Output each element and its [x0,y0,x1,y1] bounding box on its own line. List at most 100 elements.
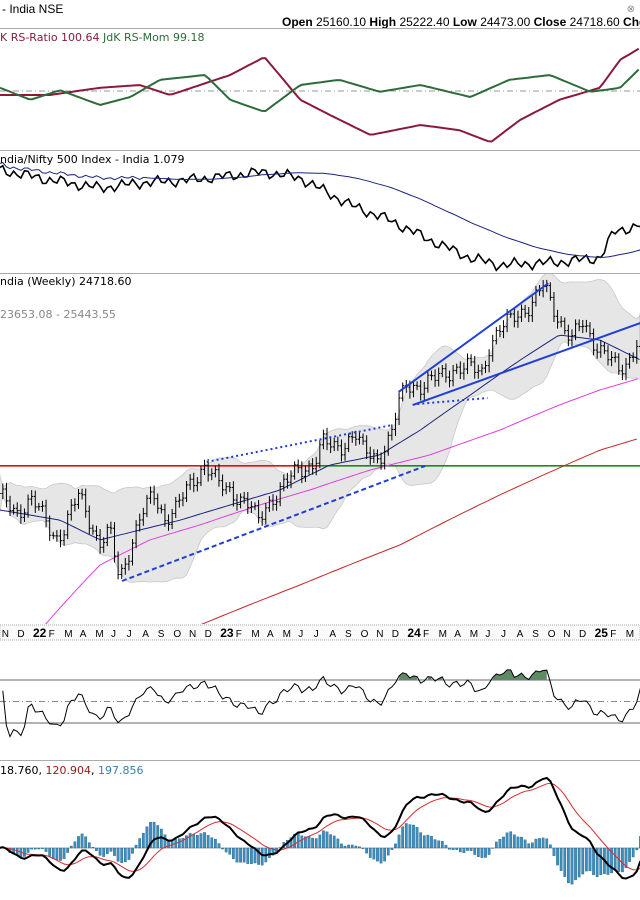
ohlc-bar [285,472,289,489]
macd-histogram-bar [354,845,358,849]
ohlc-bar [253,502,257,511]
ohlc-bar [584,319,588,333]
ohlc-bar [138,513,142,532]
ohlc-bar [55,530,59,542]
rsi-panel [0,669,640,738]
ohlc-bar [203,459,207,476]
ohlc-bar [127,554,131,571]
relative-ratio-line [0,164,640,272]
macd-histogram-bar [567,847,570,884]
macd-histogram-bar [131,847,134,854]
macd-histogram-bar [592,847,595,876]
ohlc-bar [311,458,315,475]
ohlc-bar [123,557,127,575]
ohlc-bar [51,531,55,540]
macd-histogram-bar [192,834,196,849]
x-axis-tick-label: M [64,629,72,640]
ohlc-bar [249,501,253,513]
open-label: Open [282,15,313,29]
macd-histogram-bar [224,847,228,853]
ohlc-bar [390,424,394,441]
relative-ma-line [0,161,640,259]
macd-histogram-bar [228,847,232,855]
macd-histogram-bar [444,844,448,849]
ohlc-bar [134,520,138,549]
ohlc-bar [498,324,502,338]
x-axis-tick-label: D [17,629,24,640]
macd-histogram-bar [343,845,347,849]
macd-histogram-bar [624,847,628,868]
ohlc-bar [354,430,358,446]
circle-x-icon[interactable]: ⊗ [627,4,635,15]
macd-histogram-bar [73,841,77,849]
rs-mom-value: 99.18 [173,31,205,44]
macd-histogram-bar [235,847,239,863]
macd-histogram-bar [480,847,484,858]
macd-histogram-bar [419,832,423,849]
ohlc-bar [163,503,167,527]
x-axis-tick-label: J [127,629,132,640]
ohlc-bar [91,524,95,535]
macd-histogram-bar [91,846,95,849]
x-axis-tick-label: N [2,629,9,640]
ohlc-bar [33,490,37,513]
macd-histogram-bar [487,847,491,855]
ohlc-bar [192,472,196,493]
macd-histogram-bar [437,840,441,849]
ohlc-bar [613,352,617,363]
macd-histogram-bar [415,827,419,849]
ohlc-bar [206,458,210,482]
macd-histogram-bar [185,835,188,849]
macd-histogram-bar [206,835,210,849]
ohlc-bar [48,515,52,541]
macd-histogram-bar [149,822,152,849]
x-axis-tick-label: O [173,629,181,640]
ohlc-bar [372,449,376,463]
ohlc-bar [617,353,621,375]
macd-histogram-bar [210,837,214,849]
ohlc-bar [22,508,26,522]
ohlc-bar [174,496,178,519]
macd-histogram-bar [98,847,102,856]
ohlc-bar [300,461,304,484]
macd-histogram-bar [336,838,340,849]
ohlc-bar [80,488,84,500]
price-legend: ndia (Weekly) 24718.60 [0,275,132,288]
x-axis-tick-label: M [470,629,478,640]
ohlc-bar [4,482,8,508]
macd-histogram-bar [304,836,307,849]
macd-histogram-bar [329,834,332,849]
macd-histogram-bar [462,847,466,853]
ohlc-bar [502,320,506,339]
open-value: 25160.10 [316,15,366,29]
macd-histogram-bar [574,847,577,881]
x-axis-tick-label: 24 [407,626,421,640]
macd-histogram-bar [469,847,473,851]
ohlc-bar [552,291,556,322]
trendline-wedge-upper [398,282,549,393]
ohlc-bar [321,429,325,450]
macd-histogram-bar [138,838,142,849]
ohlc-bar [379,452,383,470]
macd-histogram-bar [350,844,354,849]
ohlc-bar [455,363,459,374]
relative-legend: ndia/Nifty 500 Index - India 1.079 [0,153,184,166]
x-axis-tick-label: 22 [33,626,47,640]
macd-histogram-bar [257,847,260,865]
macd-histogram-bar [347,844,350,849]
macd-histogram-bar [307,836,311,849]
ohlc-bar [73,498,77,512]
ohlc-bar [267,496,271,513]
macd-histogram-bar [332,835,336,849]
ohlc-bar [574,319,578,341]
ma-long-line [201,438,637,624]
macd-histogram-bar [394,843,397,849]
ohlc-bar [473,355,477,379]
macd-histogram-bar [134,844,138,849]
ohlc-bar [152,485,156,506]
macd-histogram-bar [386,847,390,856]
macd-histogram-bar [448,847,451,850]
ohlc-bar [170,508,174,530]
ohlc-bar [116,551,120,580]
ohlc-bar [318,440,322,469]
